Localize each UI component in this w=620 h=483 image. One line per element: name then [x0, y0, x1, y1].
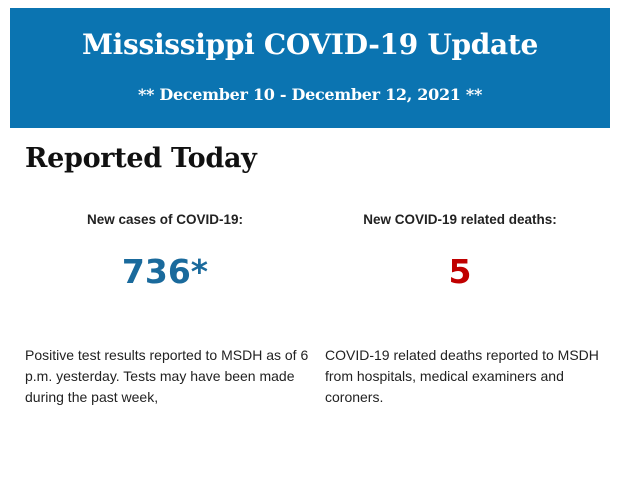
new-deaths-value: 5: [448, 252, 472, 291]
new-cases-value: 736*: [121, 252, 209, 291]
date-range: ** December 10 - December 12, 2021 **: [137, 85, 483, 104]
deaths-description: COVID-19 related deaths reported to MSDH…: [325, 347, 599, 405]
new-cases-panel: New cases of COVID-19: 736*: [20, 212, 310, 291]
section-heading: Reported Today: [25, 143, 257, 174]
cases-description: Positive test results reported to MSDH a…: [25, 347, 309, 405]
header-banner: Mississippi COVID-19 Update ** December …: [10, 8, 610, 128]
new-cases-label: New cases of COVID-19:: [86, 212, 244, 227]
new-deaths-panel: New COVID-19 related deaths: 5: [315, 212, 605, 291]
page-title: Mississippi COVID-19 Update: [81, 28, 538, 61]
new-deaths-label: New COVID-19 related deaths:: [363, 212, 557, 227]
